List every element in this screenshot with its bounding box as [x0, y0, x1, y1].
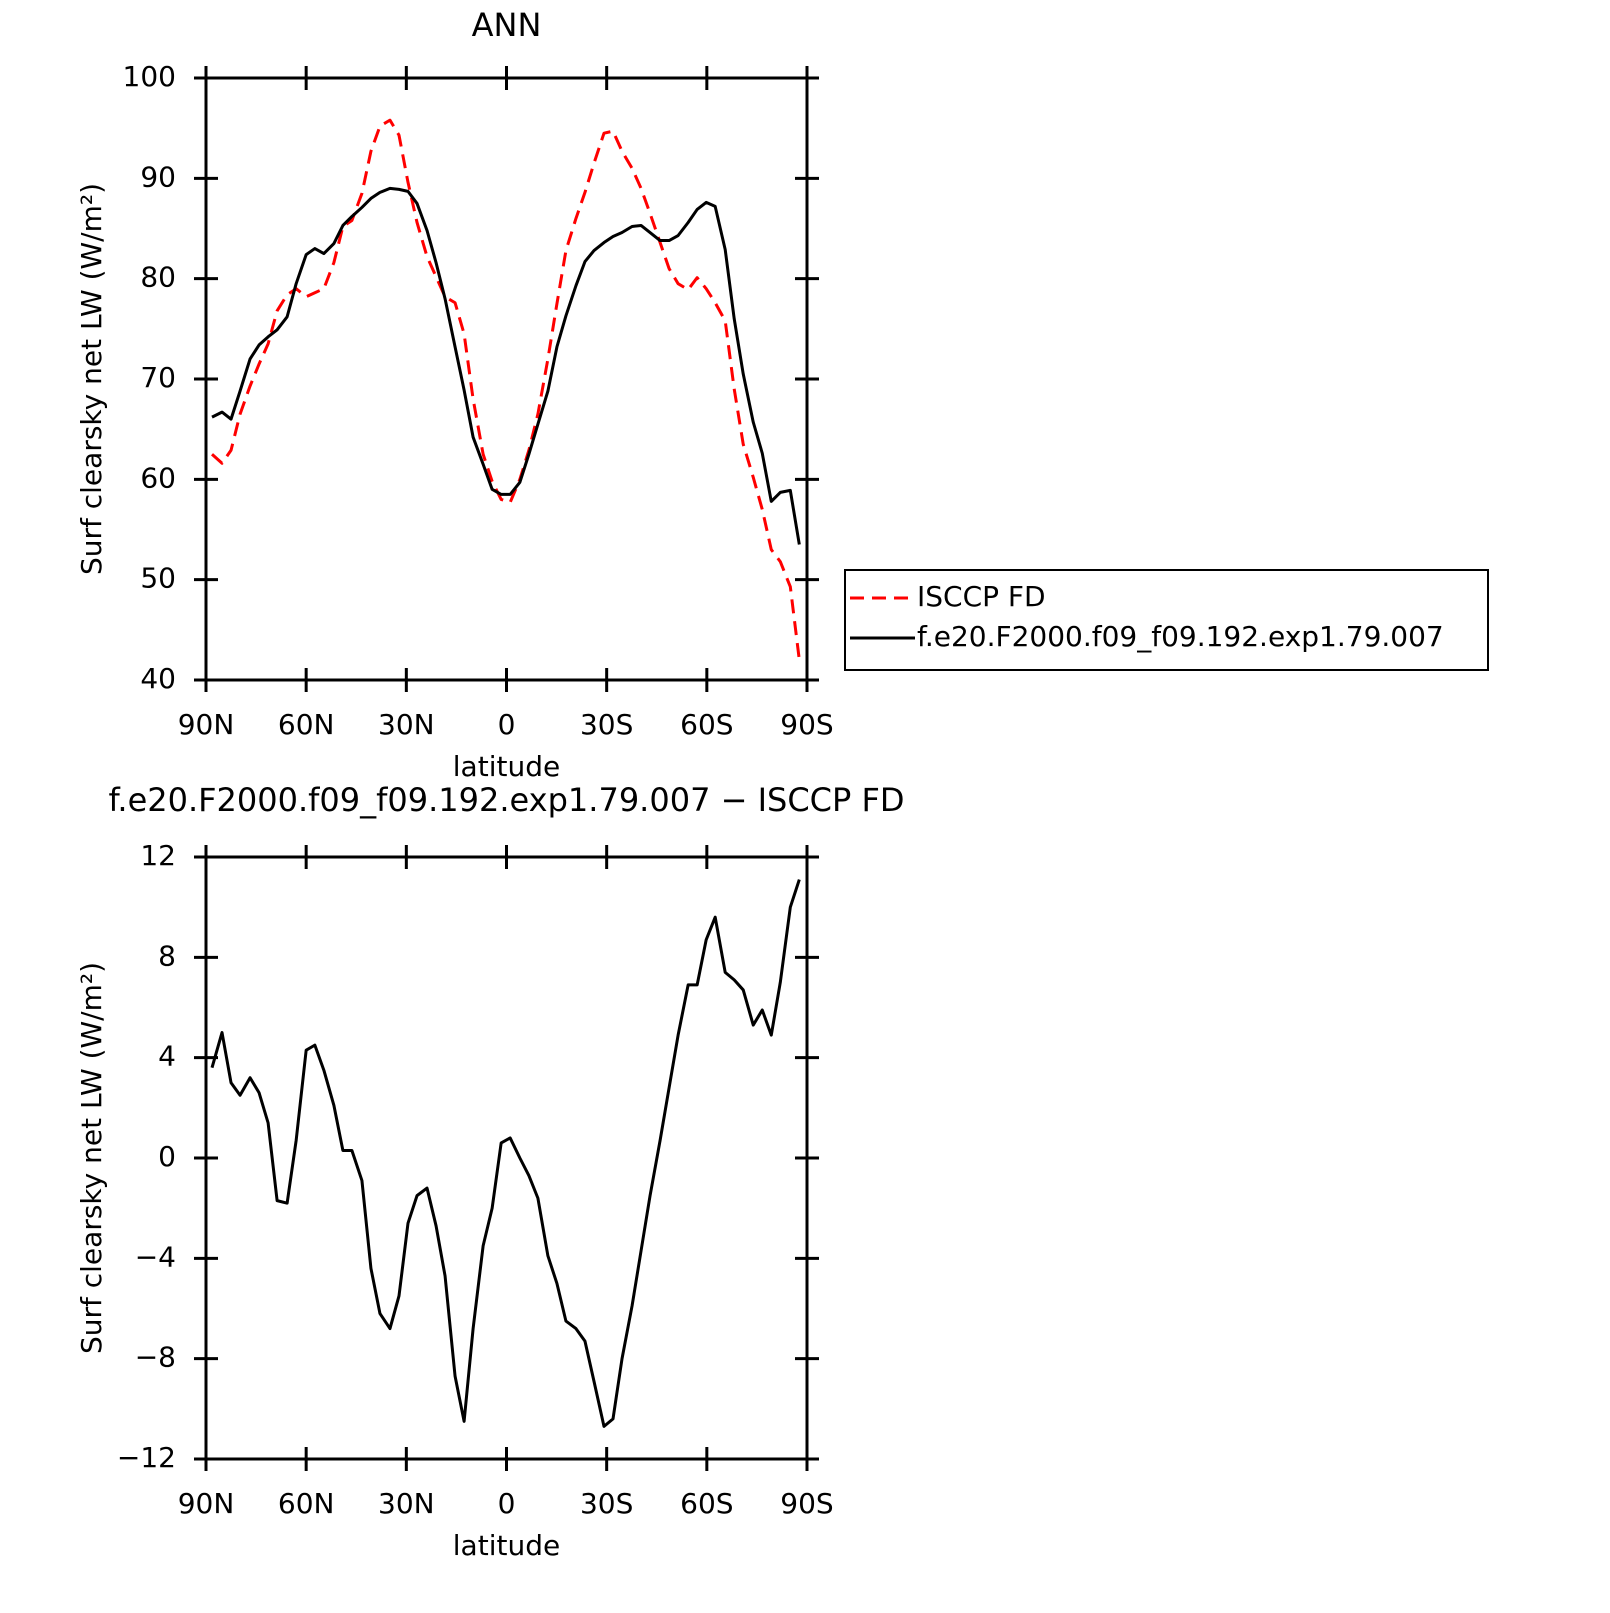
- plot-frame: [204, 855, 809, 1461]
- x-tick-label: 90N: [178, 708, 235, 741]
- y-tick-label: −4: [135, 1240, 176, 1273]
- x-tick-label: 90S: [780, 708, 833, 741]
- data-line: [211, 186, 801, 545]
- x-tick-label: 30S: [580, 708, 633, 741]
- x-tick-label: 60N: [278, 708, 335, 741]
- y-axis-label: Surf clearsky net LW (W/m²): [75, 183, 108, 575]
- y-tick-label: 8: [158, 939, 176, 972]
- x-axis-label: latitude: [453, 750, 560, 783]
- x-tick-label: 90S: [780, 1487, 833, 1520]
- y-tick-label: 40: [140, 662, 176, 695]
- y-axis-label: Surf clearsky net LW (W/m²): [75, 962, 108, 1354]
- x-axis-label: latitude: [453, 1529, 560, 1562]
- x-tick-label: 30N: [378, 1487, 435, 1520]
- x-tick-label: 60N: [278, 1487, 335, 1520]
- x-tick-label: 60S: [680, 708, 733, 741]
- x-tick-label: 30N: [378, 708, 435, 741]
- y-tick-label: 60: [140, 461, 176, 494]
- x-tick-label: 0: [498, 708, 516, 741]
- x-tick-label: 30S: [580, 1487, 633, 1520]
- y-tick-label: −12: [117, 1441, 176, 1474]
- plot-frame: [204, 76, 809, 682]
- y-tick-label: 50: [140, 562, 176, 595]
- x-tick-label: 90N: [178, 1487, 235, 1520]
- y-tick-label: −8: [135, 1341, 176, 1374]
- y-tick-label: 4: [158, 1040, 176, 1073]
- legend-label: ISCCP FD: [917, 580, 1046, 613]
- legend-label: f.e20.F2000.f09_f09.192.exp1.79.007: [917, 620, 1444, 653]
- legend-box: [844, 569, 1489, 671]
- y-tick-label: 80: [140, 261, 176, 294]
- x-tick-label: 0: [498, 1487, 516, 1520]
- y-tick-label: 100: [123, 60, 176, 93]
- y-tick-label: 90: [140, 160, 176, 193]
- chart-title: f.e20.F2000.f09_f09.192.exp1.79.007 − IS…: [108, 781, 904, 819]
- x-tick-label: 60S: [680, 1487, 733, 1520]
- data-line: [211, 118, 801, 661]
- data-line: [210, 879, 801, 1428]
- chart-title: ANN: [472, 6, 542, 44]
- y-tick-label: 12: [140, 839, 176, 872]
- y-tick-label: 0: [158, 1140, 176, 1173]
- y-tick-label: 70: [140, 361, 176, 394]
